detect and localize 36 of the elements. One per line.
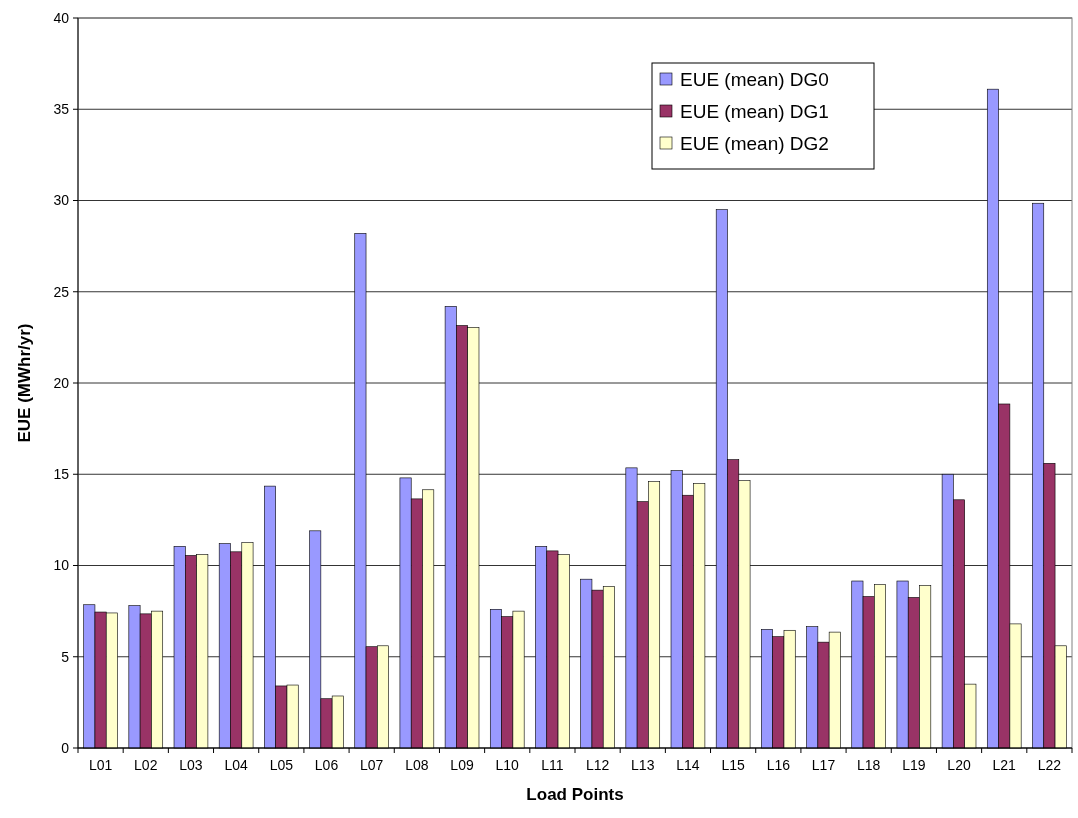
y-axis-title: EUE (MWhr/yr) — [15, 323, 34, 443]
y-tick-label: 35 — [53, 101, 70, 118]
x-tick-label: L04 — [224, 757, 249, 773]
x-tick-label: L16 — [766, 757, 791, 773]
y-tick-label: 15 — [53, 466, 70, 483]
y-tick-label: 10 — [53, 557, 70, 574]
x-tick-label: L02 — [134, 757, 158, 773]
x-tick-label: L15 — [721, 757, 746, 773]
x-tick-label: L03 — [179, 757, 203, 773]
x-tick-label: L18 — [857, 757, 881, 773]
x-tick-label: L08 — [405, 757, 429, 773]
x-tick-label: L12 — [585, 757, 610, 773]
y-tick-label: 25 — [53, 283, 70, 300]
x-tick-label: L19 — [902, 757, 926, 773]
x-axis-title: Load Points — [526, 785, 624, 804]
y-tick-label: 20 — [53, 374, 70, 391]
x-tick-label: L21 — [992, 757, 1017, 773]
x-tick-label: L13 — [631, 757, 655, 773]
x-tick-label: L05 — [269, 757, 294, 773]
x-tick-label: L20 — [947, 757, 971, 773]
x-tick-label: L10 — [495, 757, 520, 773]
x-tick-label: L11 — [541, 757, 564, 773]
x-tick-label: L22 — [1037, 757, 1062, 773]
y-tick-label: 40 — [53, 9, 70, 26]
y-tick-label: 30 — [53, 192, 70, 209]
legend-label: EUE (mean) DG0 — [680, 68, 829, 90]
y-tick-label: 0 — [61, 739, 70, 756]
legend-label: EUE (mean) DG2 — [680, 132, 829, 154]
x-tick-label: L06 — [314, 757, 339, 773]
x-tick-label: L17 — [811, 757, 836, 773]
x-tick-label: L01 — [88, 757, 113, 773]
x-tick-label: L09 — [450, 757, 474, 773]
y-tick-label: 5 — [61, 648, 70, 665]
x-tick-label: L14 — [676, 757, 700, 773]
x-tick-label: L07 — [360, 757, 384, 773]
legend-label: EUE (mean) DG1 — [680, 100, 829, 122]
